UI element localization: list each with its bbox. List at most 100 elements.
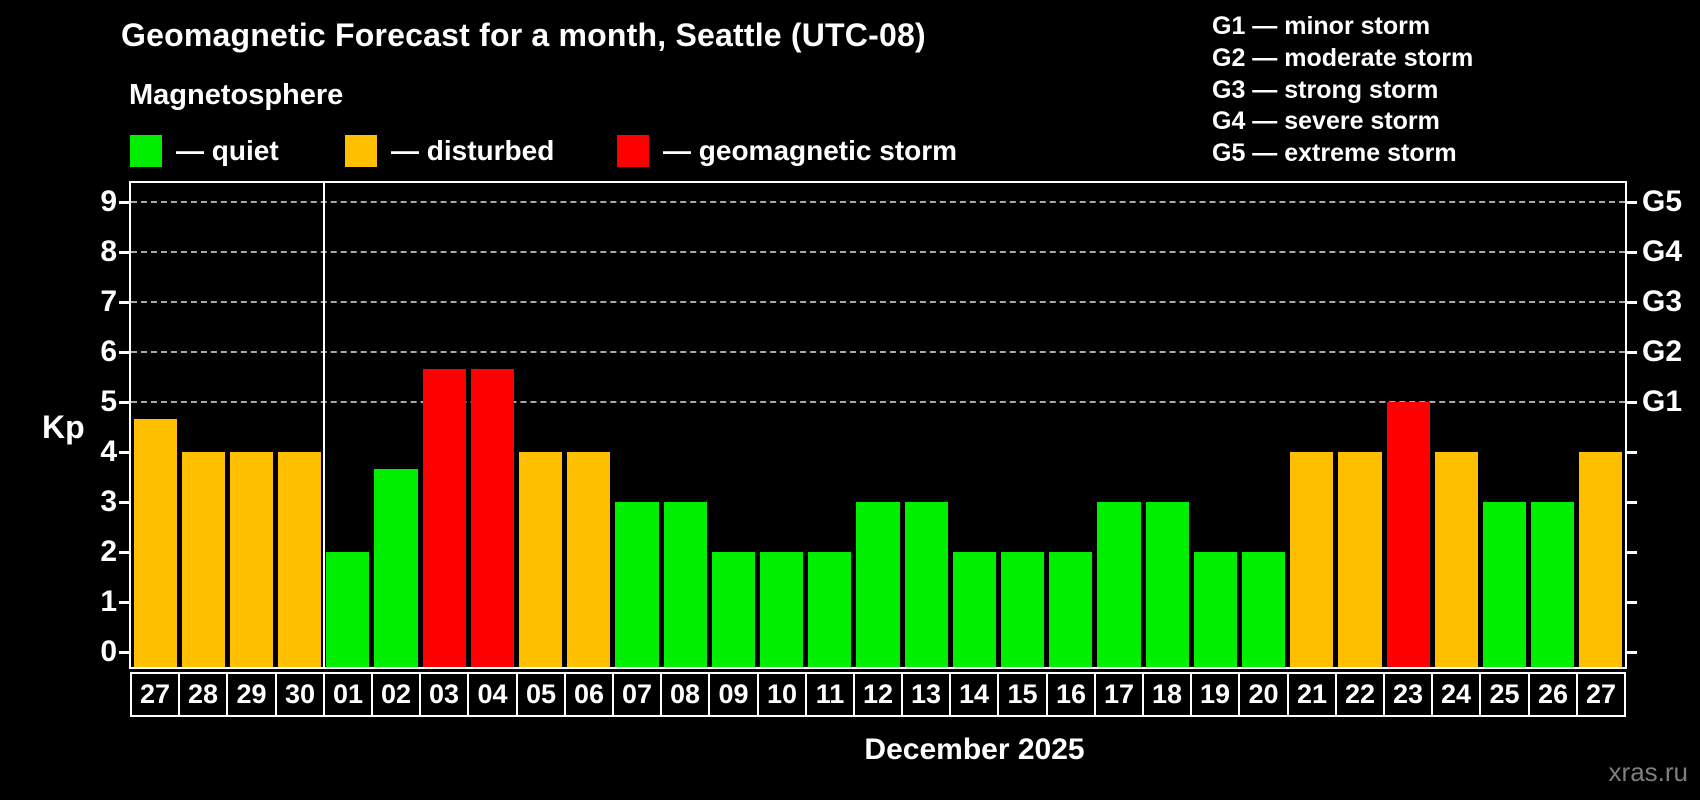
bar-day-11 [808, 552, 852, 667]
day-label-7-04: 04 [467, 672, 518, 717]
y-tick-label-1: 1 [100, 585, 117, 618]
gridline-kp9 [131, 201, 1625, 203]
day-label-28-25: 25 [1479, 672, 1530, 717]
day-label-15-12: 12 [853, 672, 903, 717]
bar-day-26 [1531, 502, 1575, 667]
y-tick-label-0: 0 [100, 635, 117, 668]
left-tick-kp1 [119, 600, 129, 604]
day-label-1-28: 28 [178, 672, 228, 717]
y-axis-title: Kp [42, 409, 85, 445]
disturbed-color-swatch [345, 135, 377, 167]
y-tick-label-2: 2 [100, 535, 117, 568]
right-tick-kp4 [1627, 450, 1637, 454]
left-tick-kp2 [119, 550, 129, 554]
bar-day-08 [663, 502, 707, 667]
right-tick-kp6 [1627, 350, 1637, 354]
legend-item-quiet: — quiet [130, 135, 279, 167]
legend-label-disturbed: — disturbed [391, 135, 555, 166]
right-axis-label-g2: G2 [1642, 335, 1683, 368]
bar-day-21 [1290, 452, 1334, 667]
day-label-24-21: 21 [1287, 672, 1337, 717]
bar-day-30 [278, 452, 322, 667]
y-tick-label-8: 8 [100, 235, 117, 268]
bar-day-27 [1579, 452, 1623, 667]
g4-definition: G4 — severe storm [1212, 107, 1440, 136]
right-tick-kp9 [1627, 200, 1637, 204]
g-scale-legend: G1 — minor storm G2 — moderate storm G3 … [1212, 11, 1473, 170]
y-tick-label-7: 7 [100, 285, 117, 318]
bar-day-01 [326, 552, 370, 667]
y-tick-label-3: 3 [100, 485, 117, 518]
month-separator-line [322, 183, 325, 667]
bar-day-16 [1049, 552, 1093, 667]
bar-day-19 [1193, 552, 1237, 667]
legend-item-disturbed: — disturbed [345, 135, 554, 167]
g3-definition: G3 — strong storm [1212, 75, 1439, 104]
right-tick-kp2 [1627, 550, 1637, 554]
day-label-9-06: 06 [564, 672, 614, 717]
bar-day-04 [470, 368, 515, 667]
left-tick-kp5 [119, 400, 129, 404]
left-tick-kp9 [119, 200, 129, 204]
bar-day-18 [1145, 502, 1189, 667]
bar-day-24 [1434, 452, 1478, 667]
day-label-26-23: 23 [1383, 672, 1433, 717]
right-tick-kp1 [1627, 600, 1637, 604]
bar-day-12 [856, 502, 900, 667]
bar-day-13 [904, 502, 948, 667]
day-label-21-18: 18 [1142, 672, 1192, 717]
left-tick-kp8 [119, 250, 129, 254]
right-tick-kp7 [1627, 300, 1637, 304]
day-label-18-15: 15 [997, 672, 1048, 717]
day-label-19-16: 16 [1046, 672, 1096, 717]
day-label-23-20: 20 [1238, 672, 1289, 717]
month-label: December 2025 [864, 733, 1085, 766]
day-label-4-01: 01 [323, 672, 373, 717]
right-tick-kp8 [1627, 250, 1637, 254]
day-label-11-08: 08 [660, 672, 710, 717]
bar-day-17 [1097, 502, 1141, 667]
left-tick-kp4 [119, 450, 129, 454]
y-tick-label-5: 5 [100, 385, 117, 418]
chart-title: Geomagnetic Forecast for a month, Seattl… [121, 17, 926, 53]
day-label-25-22: 22 [1335, 672, 1385, 717]
bar-day-06 [567, 452, 611, 667]
bar-day-23 [1386, 402, 1430, 667]
plot-border [129, 181, 1627, 669]
right-axis-label-g1: G1 [1642, 385, 1683, 418]
legend-item-storm: — geomagnetic storm [617, 135, 957, 167]
right-tick-kp3 [1627, 500, 1637, 504]
bar-day-10 [760, 552, 804, 667]
bar-day-09 [711, 552, 755, 667]
day-label-30-27: 27 [1576, 672, 1626, 717]
right-tick-kp5 [1627, 400, 1637, 404]
day-label-22-19: 19 [1190, 672, 1240, 717]
day-label-2-29: 29 [226, 672, 277, 717]
right-tick-kp0 [1627, 650, 1637, 654]
bar-day-14 [952, 552, 996, 667]
bar-day-25 [1482, 502, 1527, 667]
bar-day-15 [1000, 552, 1045, 667]
day-label-8-05: 05 [516, 672, 566, 717]
y-tick-label-9: 9 [100, 185, 117, 218]
legend-label-storm: — geomagnetic storm [663, 135, 958, 166]
legend-label-quiet: — quiet [176, 135, 279, 166]
bar-day-22 [1338, 452, 1382, 667]
left-tick-kp0 [119, 650, 129, 654]
storm-color-swatch [617, 135, 649, 167]
g5-definition: G5 — extreme storm [1212, 139, 1457, 168]
gridline-kp8 [131, 251, 1625, 253]
gridline-kp6 [131, 351, 1625, 353]
left-tick-kp6 [119, 350, 129, 354]
bar-day-20 [1241, 552, 1286, 667]
day-label-12-09: 09 [708, 672, 759, 717]
g1-definition: G1 — minor storm [1212, 12, 1431, 40]
day-label-10-07: 07 [612, 672, 662, 717]
y-tick-label-4: 4 [100, 435, 117, 468]
bar-day-27 [133, 418, 177, 667]
bar-day-05 [519, 452, 563, 667]
day-label-0-27: 27 [130, 672, 180, 717]
bar-day-02 [374, 468, 418, 667]
